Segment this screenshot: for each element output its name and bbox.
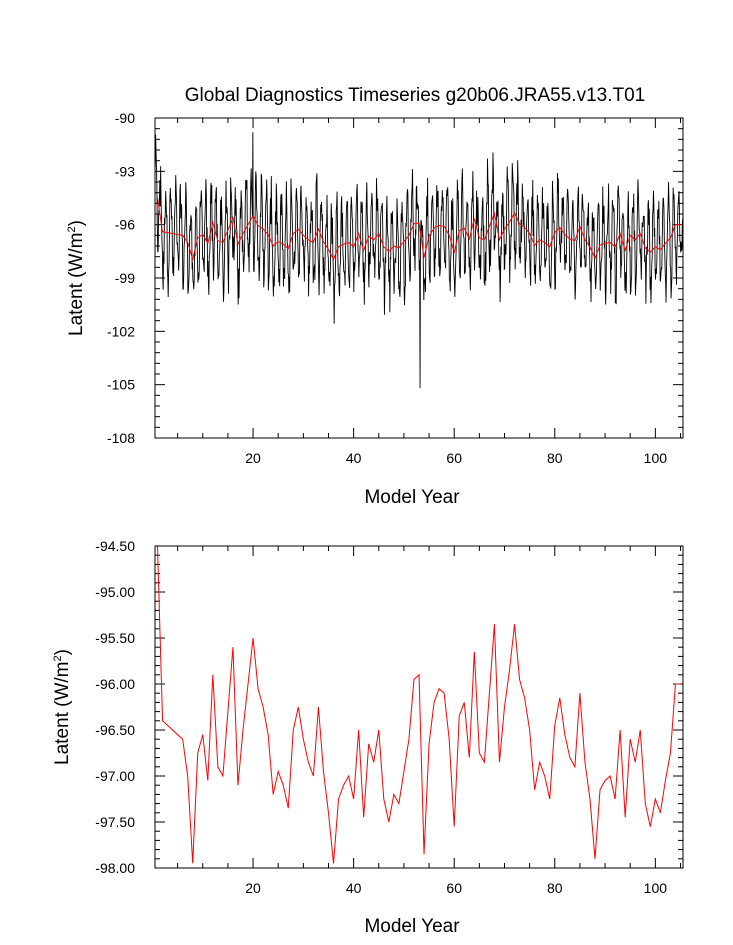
series-monthly-line [154, 132, 684, 389]
y-tick-label: -96.00 [95, 676, 135, 692]
x-tick-label: 40 [346, 450, 362, 466]
bottom-panel: 20 40 60 80 100 -94.50 -95.00 -95.50 -96.00 -96.5… [52, 538, 684, 937]
top-axis-ticks [155, 117, 683, 439]
y-tick-label: -99 [115, 270, 135, 286]
bottom-x-axis-label: Model Year [364, 916, 460, 937]
y-tick-label: -94.50 [95, 538, 135, 554]
x-tick-label: 60 [446, 450, 462, 466]
y-tick-label: -105 [107, 377, 135, 393]
top-y-axis-label: Latent (W/m2) [66, 220, 87, 336]
series-annual-line-bottom [157, 545, 681, 864]
y-tick-label: -95.50 [95, 630, 135, 646]
x-tick-label: 60 [446, 880, 462, 896]
y-tick-label: -97.00 [95, 768, 135, 784]
bottom-axis-ticks [155, 545, 683, 869]
top-tick-labels: 20 40 60 80 100 -90 -93 -96 -99 -102 -105 -108 [107, 110, 667, 466]
top-plot-frame [154, 117, 684, 439]
y-tick-label: -93 [115, 163, 135, 179]
bottom-tick-labels: 20 40 60 80 100 -94.50 -95.00 -95.50 -96.00 -96.5… [95, 538, 667, 896]
x-tick-label: 80 [547, 450, 563, 466]
y-tick-label: -96 [115, 217, 135, 233]
y-tick-label: -97.50 [95, 814, 135, 830]
bottom-plot-frame [154, 545, 684, 869]
x-tick-label: 40 [346, 880, 362, 896]
bottom-y-axis-label: Latent (W/m2) [52, 649, 73, 765]
bottom-series-group [157, 545, 681, 864]
y-tick-label: -90 [115, 110, 135, 126]
x-tick-label: 100 [644, 450, 668, 466]
top-panel: 20 40 60 80 100 -90 -93 -96 -99 -102 -105 -108 Mode… [66, 110, 684, 508]
y-tick-label: -102 [107, 323, 135, 339]
series-annual-line-top [157, 197, 681, 262]
top-series-group [154, 132, 684, 389]
top-x-axis-label: Model Year [364, 487, 460, 508]
x-tick-label: 100 [644, 880, 668, 896]
chart-title: Global Diagnostics Timeseries g20b06.JRA… [185, 85, 645, 106]
y-tick-label: -98.00 [95, 860, 135, 876]
x-tick-label: 20 [245, 880, 261, 896]
x-tick-label: 80 [547, 880, 563, 896]
y-tick-label: -108 [107, 430, 135, 446]
y-tick-label: -95.00 [95, 584, 135, 600]
y-tick-label: -96.50 [95, 722, 135, 738]
x-tick-label: 20 [245, 450, 261, 466]
